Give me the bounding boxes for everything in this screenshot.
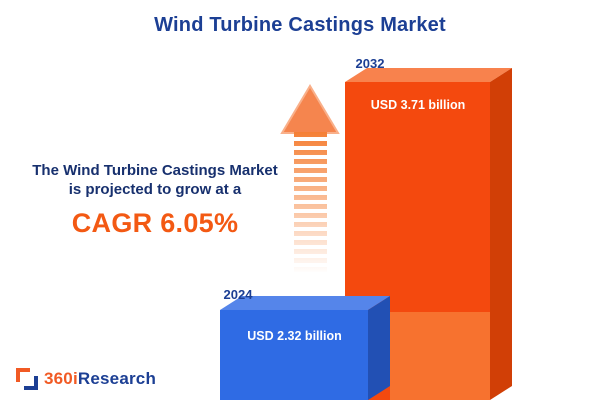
page-title: Wind Turbine Castings Market [154,14,446,36]
brand-logo: 360iResearch [16,368,156,390]
bar-value-2024: USD 2.32 billion [247,329,342,343]
logo-text-research: Research [77,369,157,388]
logo-mark-icon [16,368,38,390]
bar-2024 [220,296,390,400]
growth-arrow-icon [280,84,340,134]
annotation-line-1: The Wind Turbine Castings Market [32,162,278,179]
annotation-block: The Wind Turbine Castings Market is proj… [10,162,300,239]
annotation-line-2: is projected to grow at a [68,180,242,198]
growth-arrow-tail [294,132,327,274]
bar-label-2032: 2032 [355,56,385,71]
bar-value-2032: USD 3.71 billion [370,98,466,112]
cagr-value: CAGR 6.05% [71,207,239,238]
logo-text-360i: 360i [44,369,78,388]
bar-label-2024: 2024 [223,287,253,302]
logo-text: 360iResearch [44,369,156,389]
